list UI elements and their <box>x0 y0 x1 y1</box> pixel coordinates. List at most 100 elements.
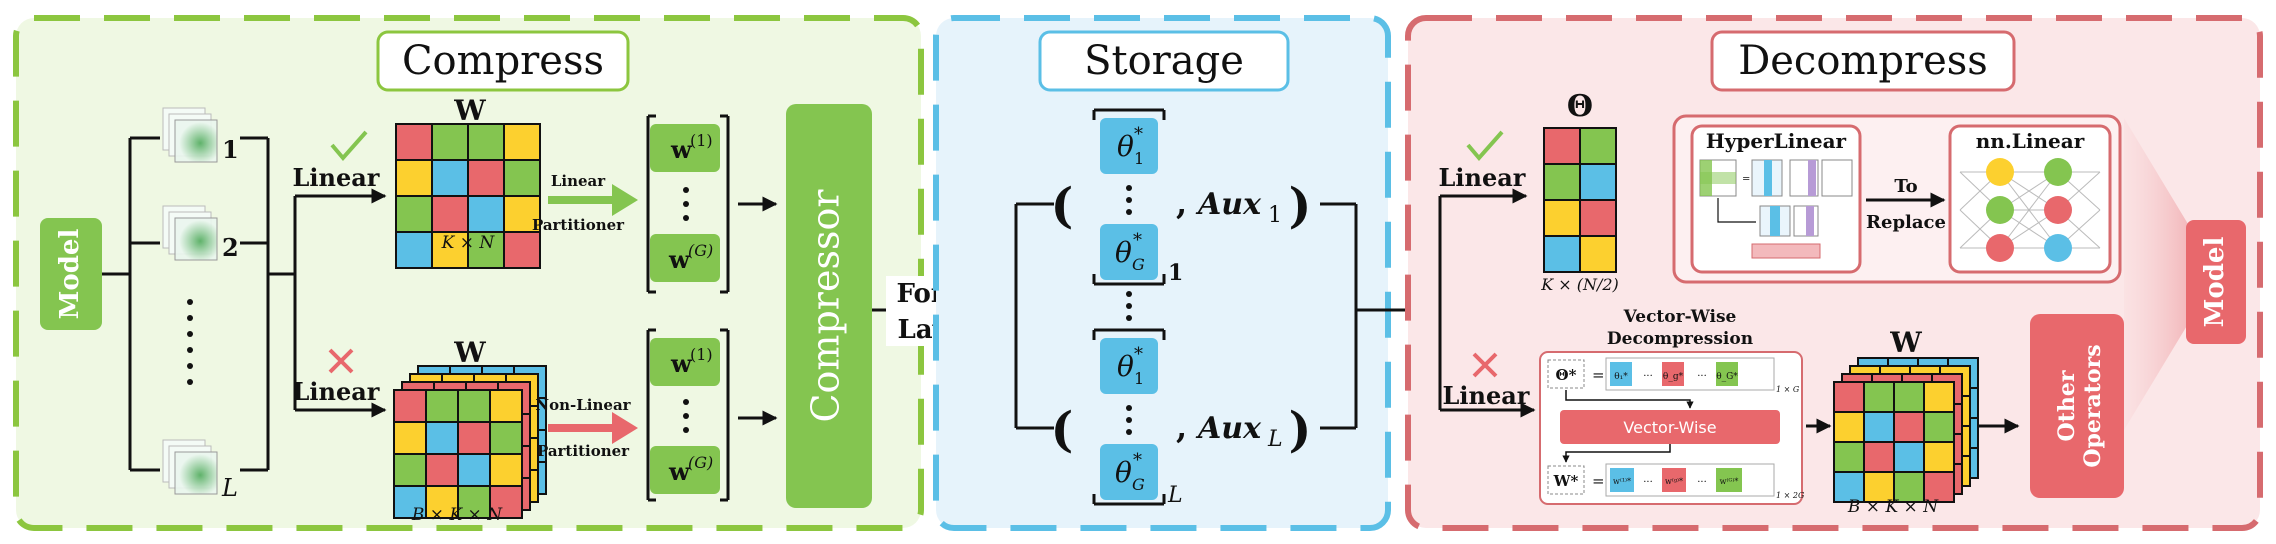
compress-title-box <box>376 30 630 92</box>
w-matrix-cell <box>395 123 433 161</box>
vw-w-equals: = <box>1592 472 1605 490</box>
vec-top-first-symbol: w <box>670 135 693 164</box>
storage-theta-L-last-sub: G <box>1132 475 1145 494</box>
w-matrix-cell <box>503 231 541 269</box>
vec-bottom-first-sup: (1) <box>690 345 713 364</box>
dw3-front-cell <box>1833 411 1865 443</box>
storage-paren-close-1: ) <box>1289 178 1312 234</box>
svg-text:=: = <box>1742 174 1750 185</box>
w3-front-cell <box>393 421 427 455</box>
storage-paren-open-L: ( <box>1051 402 1074 458</box>
storage-theta-1-last-star: * <box>1133 230 1142 251</box>
compress-linear-label: Linear <box>293 163 380 192</box>
decomp-w3-matrix-stack <box>1833 357 1979 503</box>
theta-matrix-cell <box>1579 127 1617 165</box>
w-matrix-cell <box>467 231 505 269</box>
cross-icon <box>328 348 354 374</box>
layer-tree-lines <box>102 136 387 472</box>
to-replace-line1: To <box>1894 176 1917 197</box>
storage-paren-open-1: ( <box>1051 178 1074 234</box>
storage-panel-border <box>933 15 1391 531</box>
dw3-front-cell <box>1863 441 1895 473</box>
compress-title: Compress <box>402 38 604 84</box>
w-matrix-cell <box>467 159 505 197</box>
storage-theta-L-first-sub: 1 <box>1134 369 1144 388</box>
dw3-front-cell <box>1863 381 1895 413</box>
w-matrix-dims: K × N <box>441 233 496 253</box>
w-matrix-cell <box>395 195 433 233</box>
storage-theta-1-last-sub: G <box>1132 255 1145 274</box>
storage-theta-L-last-star: * <box>1133 450 1142 471</box>
storage-theta-1-last-symbol: θ <box>1115 236 1132 269</box>
storage-aux-L: Aux <box>1195 411 1262 446</box>
w-matrix-label: W <box>453 94 486 127</box>
vw-theta-equals: = <box>1592 366 1605 384</box>
linear-partitioner-line1: Linear <box>551 172 606 190</box>
w3-matrix-stack <box>393 365 547 519</box>
model-box-output <box>2186 220 2246 344</box>
storage-theta-1-first-symbol: θ <box>1117 130 1134 163</box>
w3-front-cell <box>457 389 491 423</box>
w-matrix-grid <box>395 123 541 269</box>
layer-label-2: 2 <box>222 233 239 262</box>
vw-w-dims: 1 × 2G <box>1776 491 1805 500</box>
other-operators-line2: Operators <box>2080 344 2106 467</box>
vw-w-lhs: W* <box>1553 472 1579 490</box>
theta-matrix-grid <box>1543 127 1617 273</box>
hyperlinear-schematic: = <box>1699 159 1853 259</box>
storage-group1-ellipsis <box>1126 185 1132 215</box>
model-label-input: Model <box>55 229 85 320</box>
vw-theta-item-3: θ_g* <box>1663 372 1684 382</box>
theta-matrix-cell <box>1543 163 1581 201</box>
theta-matrix-cell <box>1579 199 1617 237</box>
model-label-output: Model <box>2200 237 2230 328</box>
w-matrix-cell <box>395 159 433 197</box>
w3-front-cell <box>457 421 491 455</box>
vw-theta-cell-g <box>1662 362 1684 386</box>
decompress-check-icon <box>1466 130 1504 162</box>
vw-theta-cell-G <box>1716 362 1738 386</box>
vw-theta-item-4: ··· <box>1697 371 1707 382</box>
theta-matrix-cell <box>1579 235 1617 273</box>
w3-matrix-dims: B × K × N <box>411 505 503 525</box>
vw-theta-item-1: θ₁* <box>1614 372 1628 382</box>
vec-bracket-top <box>646 114 730 294</box>
storage-theta-1-first-sub: 1 <box>1134 149 1144 168</box>
w-matrix-cell <box>467 123 505 161</box>
dw3-front-cell <box>1923 441 1955 473</box>
vw-w-item-4: ··· <box>1697 477 1707 488</box>
storage-layers-ellipsis <box>1126 291 1132 321</box>
w3-front-cell <box>393 389 427 423</box>
storage-tree-lines <box>1014 202 1440 430</box>
linear-partitioner-arrow <box>548 184 638 216</box>
compressor-box <box>786 104 872 508</box>
vw-theta-item-5: θ_G* <box>1716 372 1738 382</box>
vec-bottom-first <box>650 338 720 386</box>
storage-aux-1: Aux <box>1195 187 1262 222</box>
vw-title-line1: Vector-Wise <box>1623 307 1737 327</box>
check-icon <box>330 130 368 162</box>
compressor-label: Compressor <box>804 189 848 423</box>
vw-theta-row <box>1605 357 1775 391</box>
vec-top-last-sup: (G) <box>688 241 713 260</box>
dw3-front-cell <box>1863 411 1895 443</box>
decompress-cross-icon <box>1472 352 1498 378</box>
dw3-front-cell <box>1833 471 1865 503</box>
w3-front-cell <box>393 453 427 487</box>
theta-matrix-label: Θ <box>1567 89 1593 124</box>
storage-theta-L-first-star: * <box>1134 344 1143 365</box>
vw-theta-cell-1 <box>1610 362 1632 386</box>
layer-label-1: 1 <box>222 135 239 164</box>
theta-matrix-cell <box>1543 235 1581 273</box>
dw3-front-cell <box>1833 381 1865 413</box>
dw3-front-cell <box>1923 471 1955 503</box>
layer-icon-1 <box>162 107 218 163</box>
storage-group-1-sub: 1 <box>1168 260 1183 286</box>
w3-front-cell <box>457 453 491 487</box>
vw-w-item-5: w⁽ᴳ⁾* <box>1720 477 1739 486</box>
w3-front-cell <box>489 421 523 455</box>
vec-top-first <box>650 124 720 172</box>
w3-front-cell <box>489 389 523 423</box>
layer-icon-2 <box>162 205 218 261</box>
